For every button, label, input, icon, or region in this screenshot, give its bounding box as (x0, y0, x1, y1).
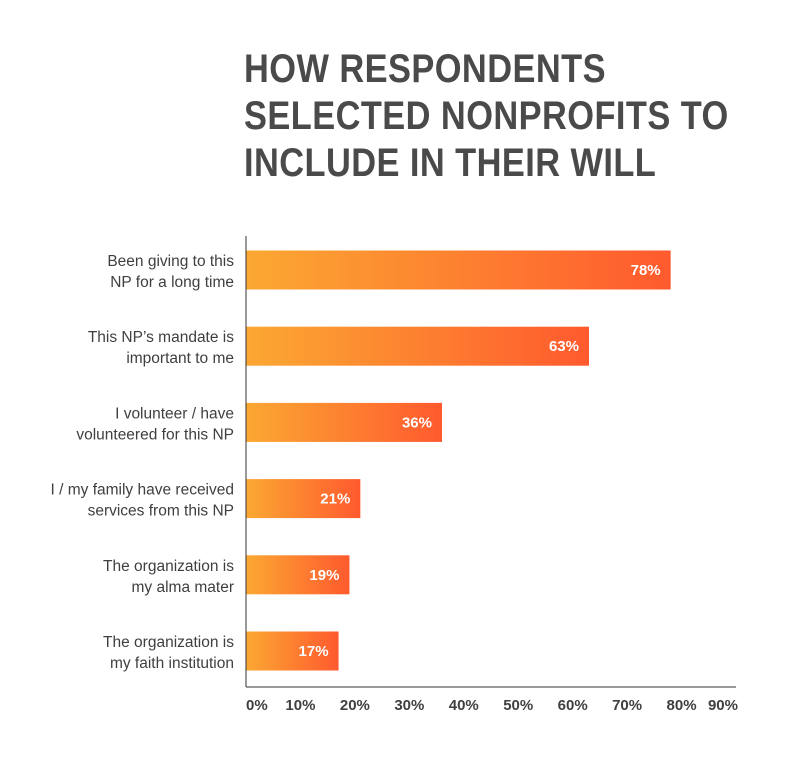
category-label-line: my faith institution (110, 655, 234, 672)
category-label-line: I volunteer / have (115, 405, 234, 422)
category-label-line: my alma mater (132, 579, 235, 596)
category-label-3: I volunteer / have volunteered for this N… (76, 405, 234, 443)
category-label-6: The organization is my faith institution (103, 634, 234, 672)
category-label-line: The organization is (103, 558, 234, 575)
category-label-line: services from this NP (88, 503, 234, 520)
chart-title: HOW RESPONDENTS SELECTED NONPROFITS TO I… (244, 46, 729, 187)
category-label-line: important to me (126, 350, 234, 367)
value-label-5: 19% (309, 567, 339, 584)
x-tick-label-0: 0% (246, 697, 268, 714)
x-tick-label-20: 20% (340, 697, 370, 714)
value-label-6: 17% (299, 643, 329, 660)
category-label-line: NP for a long time (110, 274, 234, 291)
category-label-4: I / my family have received services from… (51, 482, 234, 520)
category-label-line: volunteered for this NP (76, 426, 234, 443)
bar-3 (246, 402, 442, 442)
x-tick-label-90: 90% (708, 697, 738, 714)
x-tick-labels: 0% 10% 20% 30% 40% 50% 60% 70% 80% 90% (246, 697, 738, 714)
category-label-line: I / my family have received (51, 482, 234, 499)
category-label-line: This NP’s mandate is (88, 329, 234, 346)
bar-2 (246, 326, 589, 366)
title-line-1: HOW RESPONDENTS (244, 47, 606, 91)
category-label-line: The organization is (103, 634, 234, 651)
value-label-2: 63% (549, 338, 579, 355)
title-line-2: SELECTED NONPROFITS TO (244, 94, 729, 138)
axes (245, 236, 736, 688)
x-tick-label-10: 10% (285, 697, 315, 714)
x-tick-label-40: 40% (449, 697, 479, 714)
value-label-3: 36% (402, 414, 432, 431)
category-label-line: Been giving to this (107, 253, 234, 270)
x-tick-label-60: 60% (558, 697, 588, 714)
title-line-3: INCLUDE IN THEIR WILL (244, 141, 657, 185)
x-tick-label-30: 30% (394, 697, 424, 714)
category-label-5: The organization is my alma mater (103, 558, 234, 596)
bars-layer (246, 250, 671, 671)
bar-5 (246, 555, 350, 595)
x-tick-label-80: 80% (667, 697, 697, 714)
value-labels: 78% 63% 36% 21% 19% 17% (299, 262, 661, 660)
category-labels: Been giving to this NP for a long time Thi… (51, 253, 235, 672)
value-label-4: 21% (320, 491, 350, 508)
bar-4 (246, 479, 361, 519)
category-label-2: This NP’s mandate is important to me (88, 329, 234, 367)
x-tick-label-50: 50% (503, 697, 533, 714)
bar-1 (246, 250, 671, 290)
x-tick-label-70: 70% (612, 697, 642, 714)
category-label-1: Been giving to this NP for a long time (107, 253, 234, 291)
bar-6 (246, 631, 339, 671)
value-label-1: 78% (631, 262, 661, 279)
